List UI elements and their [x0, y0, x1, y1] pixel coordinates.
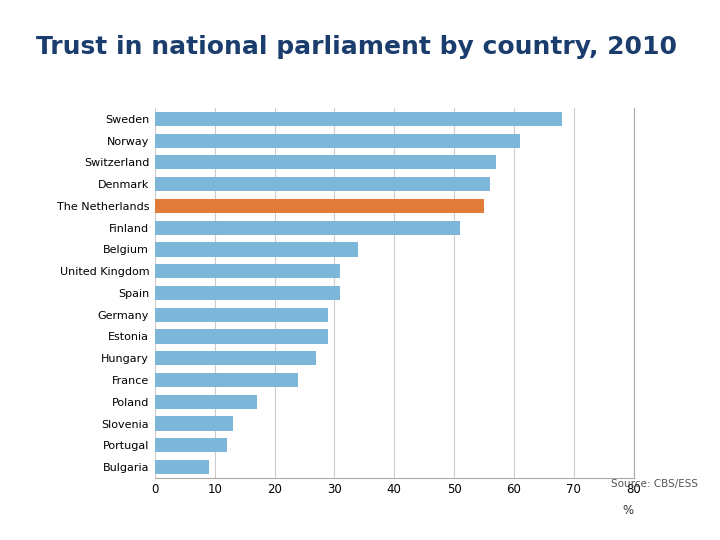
Bar — [155, 199, 484, 213]
Bar — [155, 264, 341, 278]
Text: Source: CBS/ESS: Source: CBS/ESS — [611, 478, 698, 489]
Bar — [155, 460, 209, 474]
Bar — [155, 329, 328, 343]
Bar — [155, 395, 256, 409]
Bar — [155, 438, 227, 453]
Text: Trust in national parliament by country, 2010: Trust in national parliament by country,… — [36, 35, 677, 59]
Bar — [155, 242, 359, 256]
Text: %: % — [623, 504, 634, 517]
Bar — [155, 156, 496, 170]
Bar — [155, 286, 341, 300]
Bar — [155, 221, 460, 235]
Bar — [155, 416, 233, 430]
Bar — [155, 112, 562, 126]
Bar — [155, 308, 328, 322]
Text: 4: 4 — [684, 513, 698, 533]
Bar — [155, 373, 299, 387]
Bar — [155, 351, 316, 365]
Bar — [155, 177, 490, 191]
Bar — [155, 133, 520, 148]
